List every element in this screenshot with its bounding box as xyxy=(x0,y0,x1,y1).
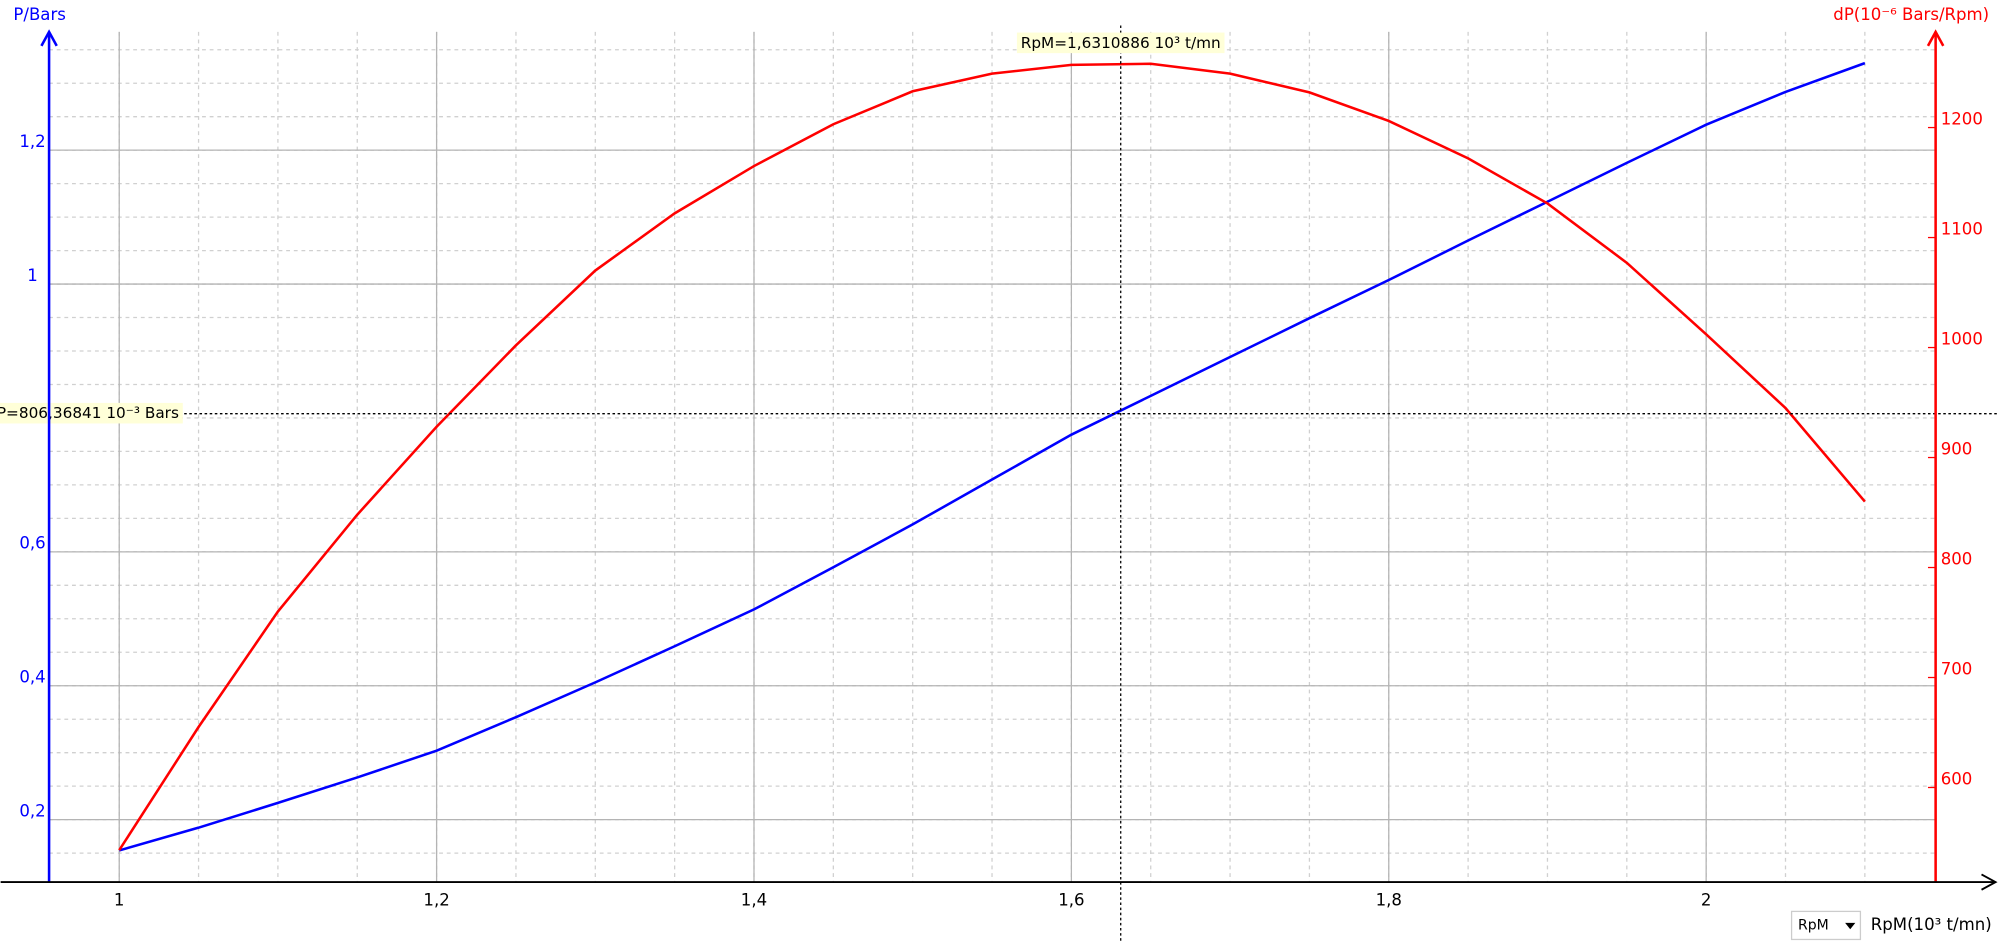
y-tick-label: 1,2 xyxy=(19,132,45,151)
x-axis-title: RpM(10³ t/mn) xyxy=(1871,915,1992,934)
crosshair-y-label: P=806,36841 10⁻³ Bars xyxy=(0,404,179,422)
crosshair-x-label-bg xyxy=(1016,32,1225,54)
crosshair-y-label-box: P=806,36841 10⁻³ Bars xyxy=(0,402,183,424)
y2-tick-label: 1000 xyxy=(1941,329,1983,348)
y2-tick-label: 700 xyxy=(1941,659,1973,678)
y2-axis-title: dP(10⁻⁶ Bars/Rpm) xyxy=(1833,5,1989,24)
y2-tick-label: 600 xyxy=(1941,769,1973,788)
y2-tick-label: 1100 xyxy=(1941,219,1983,238)
x-tick-label: 2 xyxy=(1701,891,1712,910)
x-tick-label: 1,6 xyxy=(1058,891,1084,910)
dropdown-arrow[interactable] xyxy=(1845,922,1856,930)
axes: P/Bars dP(10⁻⁶ Bars/Rpm) RpM(10³ t/mn) R… xyxy=(0,5,1998,941)
y-tick-label: 0,2 xyxy=(19,801,45,820)
series-line xyxy=(118,61,1866,852)
x-axis-arrow xyxy=(1981,873,1998,891)
crosshair-y-label-bg xyxy=(0,402,183,424)
x-tick-label: 1,4 xyxy=(741,891,767,910)
y2-tick-label: 900 xyxy=(1941,439,1973,458)
plot-area: RpM=1,6310886 10³ t/mn P=806,36841 10⁻³ B… xyxy=(0,25,2000,942)
grid xyxy=(49,31,1936,883)
y-axis-title: P/Bars xyxy=(13,5,66,24)
x-selector[interactable]: RpM xyxy=(1790,910,1862,941)
crosshair-x-label: RpM=1,6310886 10³ t/mn xyxy=(1021,34,1221,52)
x-tick-label: 1 xyxy=(114,891,125,910)
x-tick-label: 1,8 xyxy=(1376,891,1402,910)
x-tick-label: 1,2 xyxy=(423,891,449,910)
crosshair-x-label-box: RpM=1,6310886 10³ t/mn xyxy=(1016,32,1225,54)
series-line xyxy=(118,62,1866,851)
y-tick-label: 0,4 xyxy=(19,668,45,687)
y2-tick-label: 1200 xyxy=(1941,109,1983,128)
y2-tick-label: 800 xyxy=(1941,549,1973,568)
y-tick-label: 1 xyxy=(27,266,38,285)
dropdown-value[interactable]: RpM xyxy=(1798,917,1829,933)
y2-axis-arrow xyxy=(1926,29,1945,47)
y-tick-label: 0,6 xyxy=(19,534,45,553)
y-axis-arrow xyxy=(40,29,58,47)
